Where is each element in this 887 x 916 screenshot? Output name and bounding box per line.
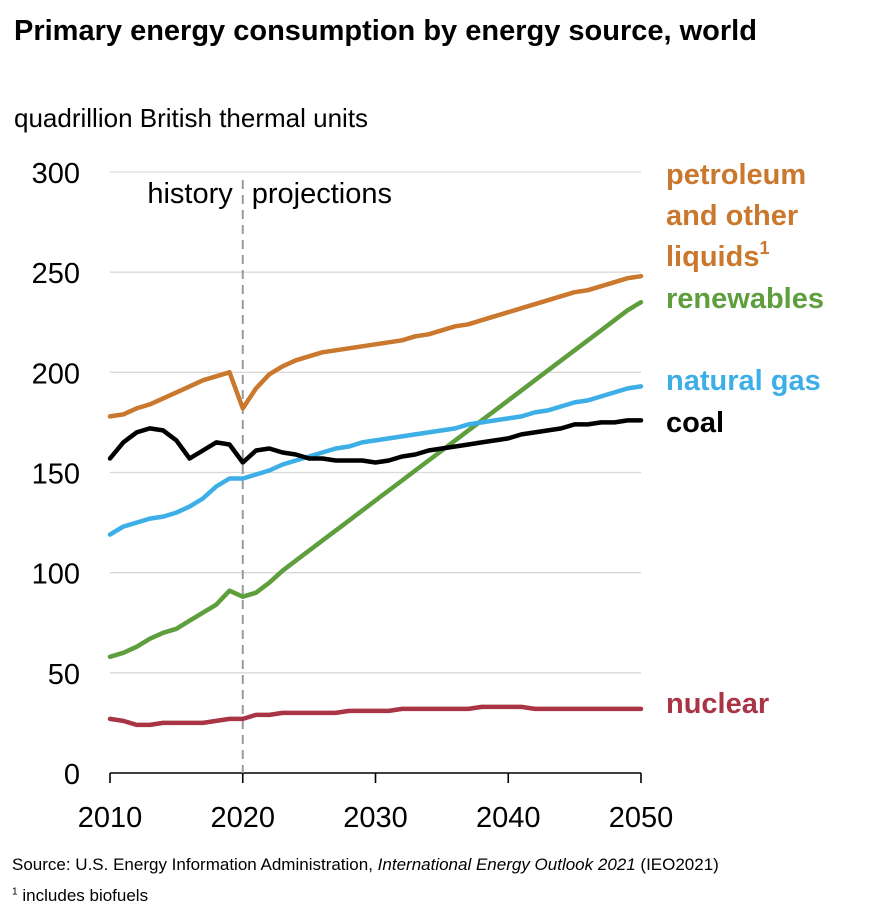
- axes: 0 50 100 150 200 250 300 2010 2020 2030 2040 2050 hi…: [32, 158, 674, 834]
- y-tick-label: 50: [48, 659, 80, 691]
- series-line-petroleum-and-other-liquids: [107, 273, 644, 419]
- series-label-natural-gas: natural gas: [666, 365, 821, 397]
- chart-title: Primary energy consumption by energy sou…: [14, 15, 757, 47]
- y-tick-label: 250: [32, 258, 80, 290]
- grid-lines: [110, 171, 641, 674]
- projections-label: projections: [252, 178, 392, 210]
- y-tick-label: 300: [32, 158, 80, 190]
- source-note: Source: U.S. Energy Information Administ…: [12, 855, 719, 875]
- y-tick-label: 150: [32, 459, 80, 491]
- series-label-coal: coal: [666, 407, 724, 439]
- footnote-text: includes biofuels: [17, 886, 149, 905]
- series-line-renewables: [107, 299, 644, 660]
- line-chart: 0 50 100 150 200 250 300 2010 2020 2030 2040 2050 hi…: [32, 158, 824, 834]
- series-label-footnote-marker: 1: [759, 238, 769, 258]
- series-line-natural-gas: [107, 384, 644, 537]
- x-tick-label: 2030: [343, 802, 408, 834]
- y-tick-label: 200: [32, 358, 80, 390]
- series-line-coal: [107, 418, 644, 465]
- x-tick-label: 2040: [476, 802, 541, 834]
- footnote-marker: 1: [12, 886, 18, 898]
- series-labels: petroleum and other liquids1 renewables natu…: [666, 159, 824, 720]
- history-label: history: [147, 178, 233, 210]
- source-suffix: (IEO2021): [635, 855, 719, 874]
- y-tick-label: 100: [32, 559, 80, 591]
- chart-subtitle: quadrillion British thermal units: [14, 103, 369, 133]
- source-prefix: Source: U.S. Energy Information Administ…: [12, 855, 378, 874]
- x-tick-label: 2050: [609, 802, 674, 834]
- series-label-petroleum-and-other-liquids: petroleum and other liquids1: [666, 159, 806, 273]
- footnote: 1 includes biofuels: [12, 886, 148, 906]
- series-line-nuclear: [107, 704, 644, 728]
- x-tick-label: 2020: [210, 802, 275, 834]
- series-label-renewables: renewables: [666, 283, 824, 315]
- x-tick-label: 2010: [78, 802, 143, 834]
- series-lines: [107, 273, 644, 728]
- source-publication: International Energy Outlook 2021: [377, 855, 636, 874]
- series-label-nuclear: nuclear: [666, 688, 769, 720]
- y-tick-label: 0: [64, 759, 80, 791]
